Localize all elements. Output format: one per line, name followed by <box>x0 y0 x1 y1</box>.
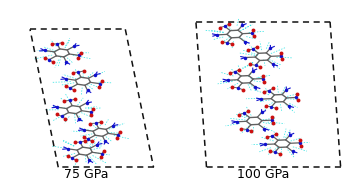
Text: 75 GPa: 75 GPa <box>64 168 109 181</box>
Text: 100 GPa: 100 GPa <box>237 168 289 181</box>
